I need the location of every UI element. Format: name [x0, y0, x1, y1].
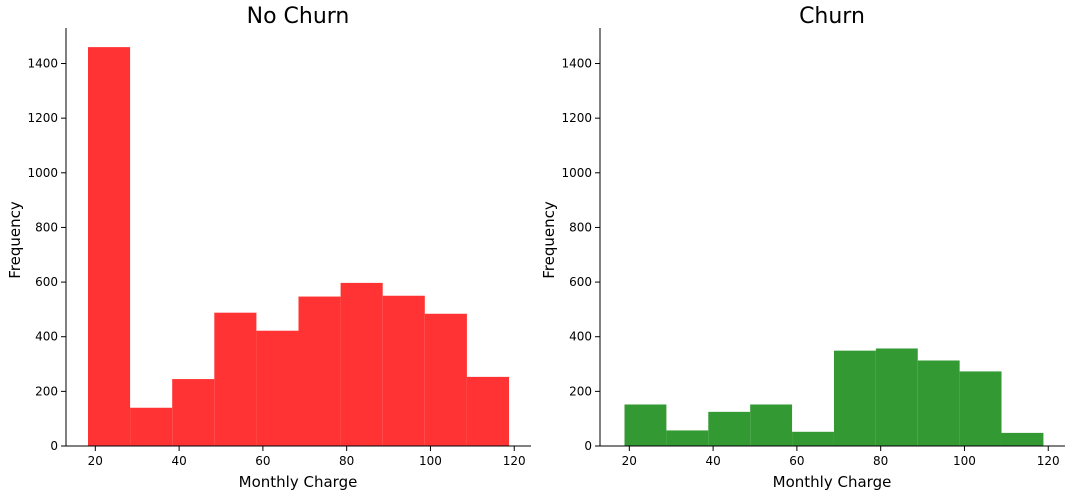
no-churn-ytick-label-600: 600	[35, 275, 58, 289]
no-churn-xtick-label-60: 60	[255, 454, 270, 468]
churn-bar-2	[708, 411, 751, 446]
churn-bar-4	[792, 431, 834, 446]
churn-bar-0	[624, 404, 667, 446]
no-churn-ytick-label-0: 0	[50, 439, 58, 453]
churn-title: Churn	[799, 4, 865, 29]
no-churn-title: No Churn	[247, 4, 350, 29]
churn-ylabel: Frequency	[540, 201, 558, 279]
no-churn-bar-2	[172, 379, 215, 446]
churn-ytick-label-800: 800	[569, 220, 592, 234]
churn-bar-8	[959, 371, 1002, 446]
no-churn-xtick-label-80: 80	[339, 454, 354, 468]
no-churn-xtick-label-20: 20	[88, 454, 103, 468]
churn-bar-3	[750, 404, 793, 446]
no-churn-ytick-label-1000: 1000	[27, 166, 58, 180]
churn-ytick-label-1000: 1000	[561, 166, 592, 180]
churn-xtick-label-80: 80	[873, 454, 888, 468]
no-churn-bar-9	[466, 376, 510, 446]
no-churn-panel: No Churn Monthly Charge Frequency 0 200 40…	[6, 4, 531, 491]
churn-bar-7	[917, 360, 960, 446]
no-churn-ytick-label-200: 200	[35, 384, 58, 398]
no-churn-bar-3	[214, 312, 257, 446]
no-churn-ytick-label-400: 400	[35, 330, 58, 344]
no-churn-bar-1	[130, 407, 173, 446]
churn-bar-1	[666, 430, 709, 446]
churn-ytick-label-200: 200	[569, 384, 592, 398]
no-churn-xtick-label-40: 40	[171, 454, 186, 468]
no-churn-xlabel: Monthly Charge	[239, 473, 358, 491]
churn-panel: Churn Monthly Charge Frequency 0 200 400 60…	[540, 4, 1065, 491]
no-churn-xtick-label-100: 100	[419, 454, 442, 468]
churn-xtick-label-20: 20	[622, 454, 637, 468]
no-churn-bar-7	[382, 295, 425, 446]
churn-ytick-label-400: 400	[569, 330, 592, 344]
churn-xtick-label-120: 120	[1037, 454, 1060, 468]
churn-xtick-label-40: 40	[705, 454, 720, 468]
churn-bar-5	[833, 350, 876, 446]
churn-ytick-label-1200: 1200	[561, 111, 592, 125]
churn-ytick-label-1400: 1400	[561, 57, 592, 71]
churn-xtick-label-60: 60	[789, 454, 804, 468]
no-churn-xtick-label-120: 120	[503, 454, 526, 468]
no-churn-bar-0	[87, 47, 131, 447]
no-churn-bar-4	[256, 330, 299, 446]
no-churn-ytick-label-1200: 1200	[27, 111, 58, 125]
churn-xtick-label-100: 100	[953, 454, 976, 468]
no-churn-ytick-label-1400: 1400	[27, 57, 58, 71]
churn-ytick-label-0: 0	[584, 439, 592, 453]
churn-bar-9	[1001, 432, 1044, 446]
no-churn-ytick-label-800: 800	[35, 220, 58, 234]
no-churn-bar-8	[424, 313, 467, 446]
no-churn-bar-5	[298, 296, 341, 446]
no-churn-ylabel: Frequency	[6, 201, 24, 279]
churn-ytick-label-600: 600	[569, 275, 592, 289]
churn-bar-6	[875, 348, 918, 446]
churn-xlabel: Monthly Charge	[773, 473, 892, 491]
no-churn-bar-6	[340, 282, 383, 446]
